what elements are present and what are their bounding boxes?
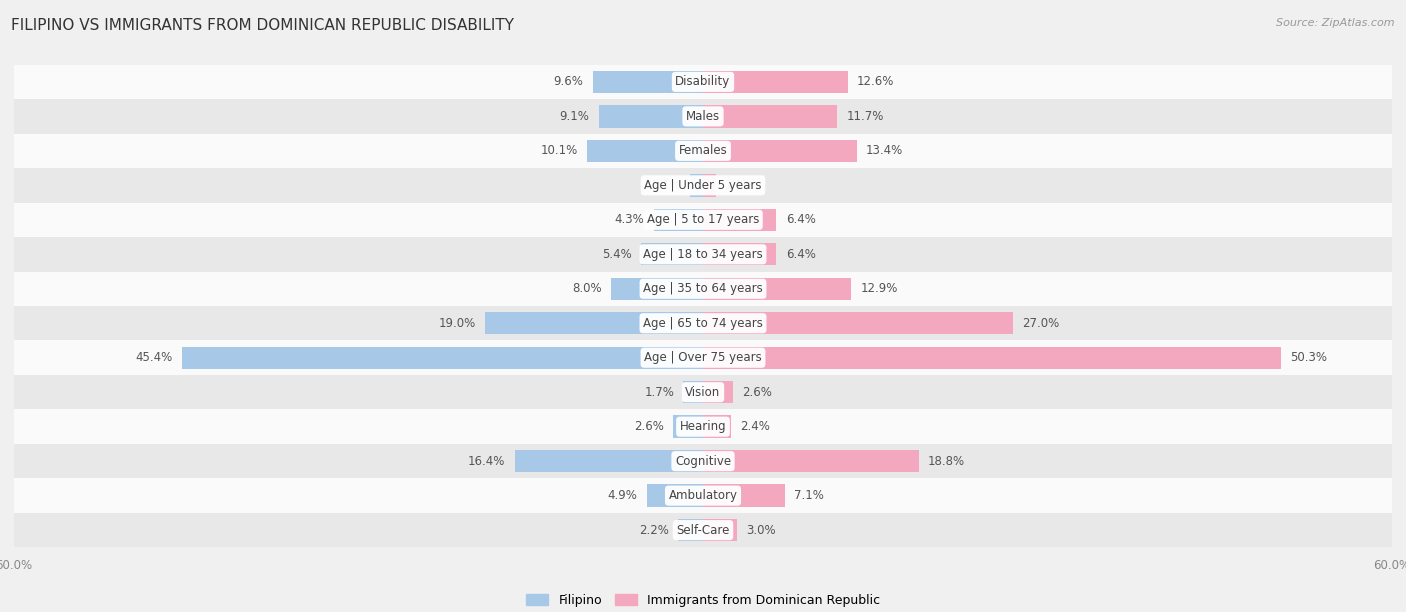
Text: 50.3%: 50.3% xyxy=(1289,351,1327,364)
Text: 2.4%: 2.4% xyxy=(740,420,769,433)
Bar xyxy=(703,174,716,196)
Bar xyxy=(14,168,1392,203)
Bar xyxy=(703,381,733,403)
Bar xyxy=(14,340,1392,375)
Bar xyxy=(703,243,776,266)
Text: Age | Under 5 years: Age | Under 5 years xyxy=(644,179,762,192)
Bar xyxy=(14,513,1392,547)
Text: Disability: Disability xyxy=(675,75,731,88)
Text: 12.6%: 12.6% xyxy=(856,75,894,88)
Text: 18.8%: 18.8% xyxy=(928,455,965,468)
Text: 2.6%: 2.6% xyxy=(634,420,664,433)
Text: Age | 5 to 17 years: Age | 5 to 17 years xyxy=(647,214,759,226)
Text: 5.4%: 5.4% xyxy=(602,248,631,261)
Bar xyxy=(703,140,856,162)
Text: Source: ZipAtlas.com: Source: ZipAtlas.com xyxy=(1277,18,1395,28)
Bar xyxy=(641,243,703,266)
Text: Age | Over 75 years: Age | Over 75 years xyxy=(644,351,762,364)
Text: FILIPINO VS IMMIGRANTS FROM DOMINICAN REPUBLIC DISABILITY: FILIPINO VS IMMIGRANTS FROM DOMINICAN RE… xyxy=(11,18,515,34)
Legend: Filipino, Immigrants from Dominican Republic: Filipino, Immigrants from Dominican Repu… xyxy=(520,588,886,612)
Bar xyxy=(703,312,1012,334)
Bar xyxy=(14,203,1392,237)
Text: 3.0%: 3.0% xyxy=(747,524,776,537)
Bar xyxy=(599,105,703,127)
Bar xyxy=(703,278,851,300)
Text: 13.4%: 13.4% xyxy=(866,144,903,157)
Bar xyxy=(612,278,703,300)
Text: 45.4%: 45.4% xyxy=(135,351,173,364)
Text: 8.0%: 8.0% xyxy=(572,282,602,295)
Text: 9.6%: 9.6% xyxy=(554,75,583,88)
Text: Age | 65 to 74 years: Age | 65 to 74 years xyxy=(643,317,763,330)
Bar xyxy=(14,133,1392,168)
Bar xyxy=(181,346,703,369)
Text: 6.4%: 6.4% xyxy=(786,214,815,226)
Text: Self-Care: Self-Care xyxy=(676,524,730,537)
Bar xyxy=(14,237,1392,272)
Text: 6.4%: 6.4% xyxy=(786,248,815,261)
Bar xyxy=(485,312,703,334)
Bar xyxy=(515,450,703,472)
Text: 1.7%: 1.7% xyxy=(644,386,675,398)
Text: 10.1%: 10.1% xyxy=(540,144,578,157)
Text: 4.3%: 4.3% xyxy=(614,214,644,226)
Text: Females: Females xyxy=(679,144,727,157)
Bar xyxy=(690,174,703,196)
Bar xyxy=(654,209,703,231)
Bar xyxy=(673,416,703,438)
Text: Cognitive: Cognitive xyxy=(675,455,731,468)
Bar xyxy=(678,519,703,542)
Bar xyxy=(14,444,1392,479)
Text: Age | 35 to 64 years: Age | 35 to 64 years xyxy=(643,282,763,295)
Bar xyxy=(593,70,703,93)
Text: 2.2%: 2.2% xyxy=(638,524,669,537)
Bar xyxy=(14,479,1392,513)
Bar xyxy=(703,485,785,507)
Bar xyxy=(14,409,1392,444)
Bar xyxy=(703,105,838,127)
Text: Vision: Vision xyxy=(685,386,721,398)
Bar xyxy=(14,272,1392,306)
Text: 27.0%: 27.0% xyxy=(1022,317,1060,330)
Bar xyxy=(683,381,703,403)
Text: Ambulatory: Ambulatory xyxy=(668,489,738,502)
Text: 19.0%: 19.0% xyxy=(439,317,475,330)
Bar xyxy=(14,375,1392,409)
Bar xyxy=(703,209,776,231)
Text: 1.1%: 1.1% xyxy=(725,179,755,192)
Bar xyxy=(703,70,848,93)
Bar xyxy=(588,140,703,162)
Text: 4.9%: 4.9% xyxy=(607,489,637,502)
Text: 9.1%: 9.1% xyxy=(560,110,589,123)
Bar xyxy=(703,519,738,542)
Bar xyxy=(14,306,1392,340)
Bar xyxy=(703,346,1281,369)
Text: Hearing: Hearing xyxy=(679,420,727,433)
Bar xyxy=(703,450,920,472)
Bar xyxy=(14,65,1392,99)
Bar xyxy=(14,99,1392,133)
Text: Males: Males xyxy=(686,110,720,123)
Text: 16.4%: 16.4% xyxy=(468,455,506,468)
Text: Age | 18 to 34 years: Age | 18 to 34 years xyxy=(643,248,763,261)
Text: 1.1%: 1.1% xyxy=(651,179,681,192)
Text: 7.1%: 7.1% xyxy=(794,489,824,502)
Bar xyxy=(703,416,731,438)
Text: 12.9%: 12.9% xyxy=(860,282,897,295)
Bar xyxy=(647,485,703,507)
Text: 2.6%: 2.6% xyxy=(742,386,772,398)
Text: 11.7%: 11.7% xyxy=(846,110,884,123)
